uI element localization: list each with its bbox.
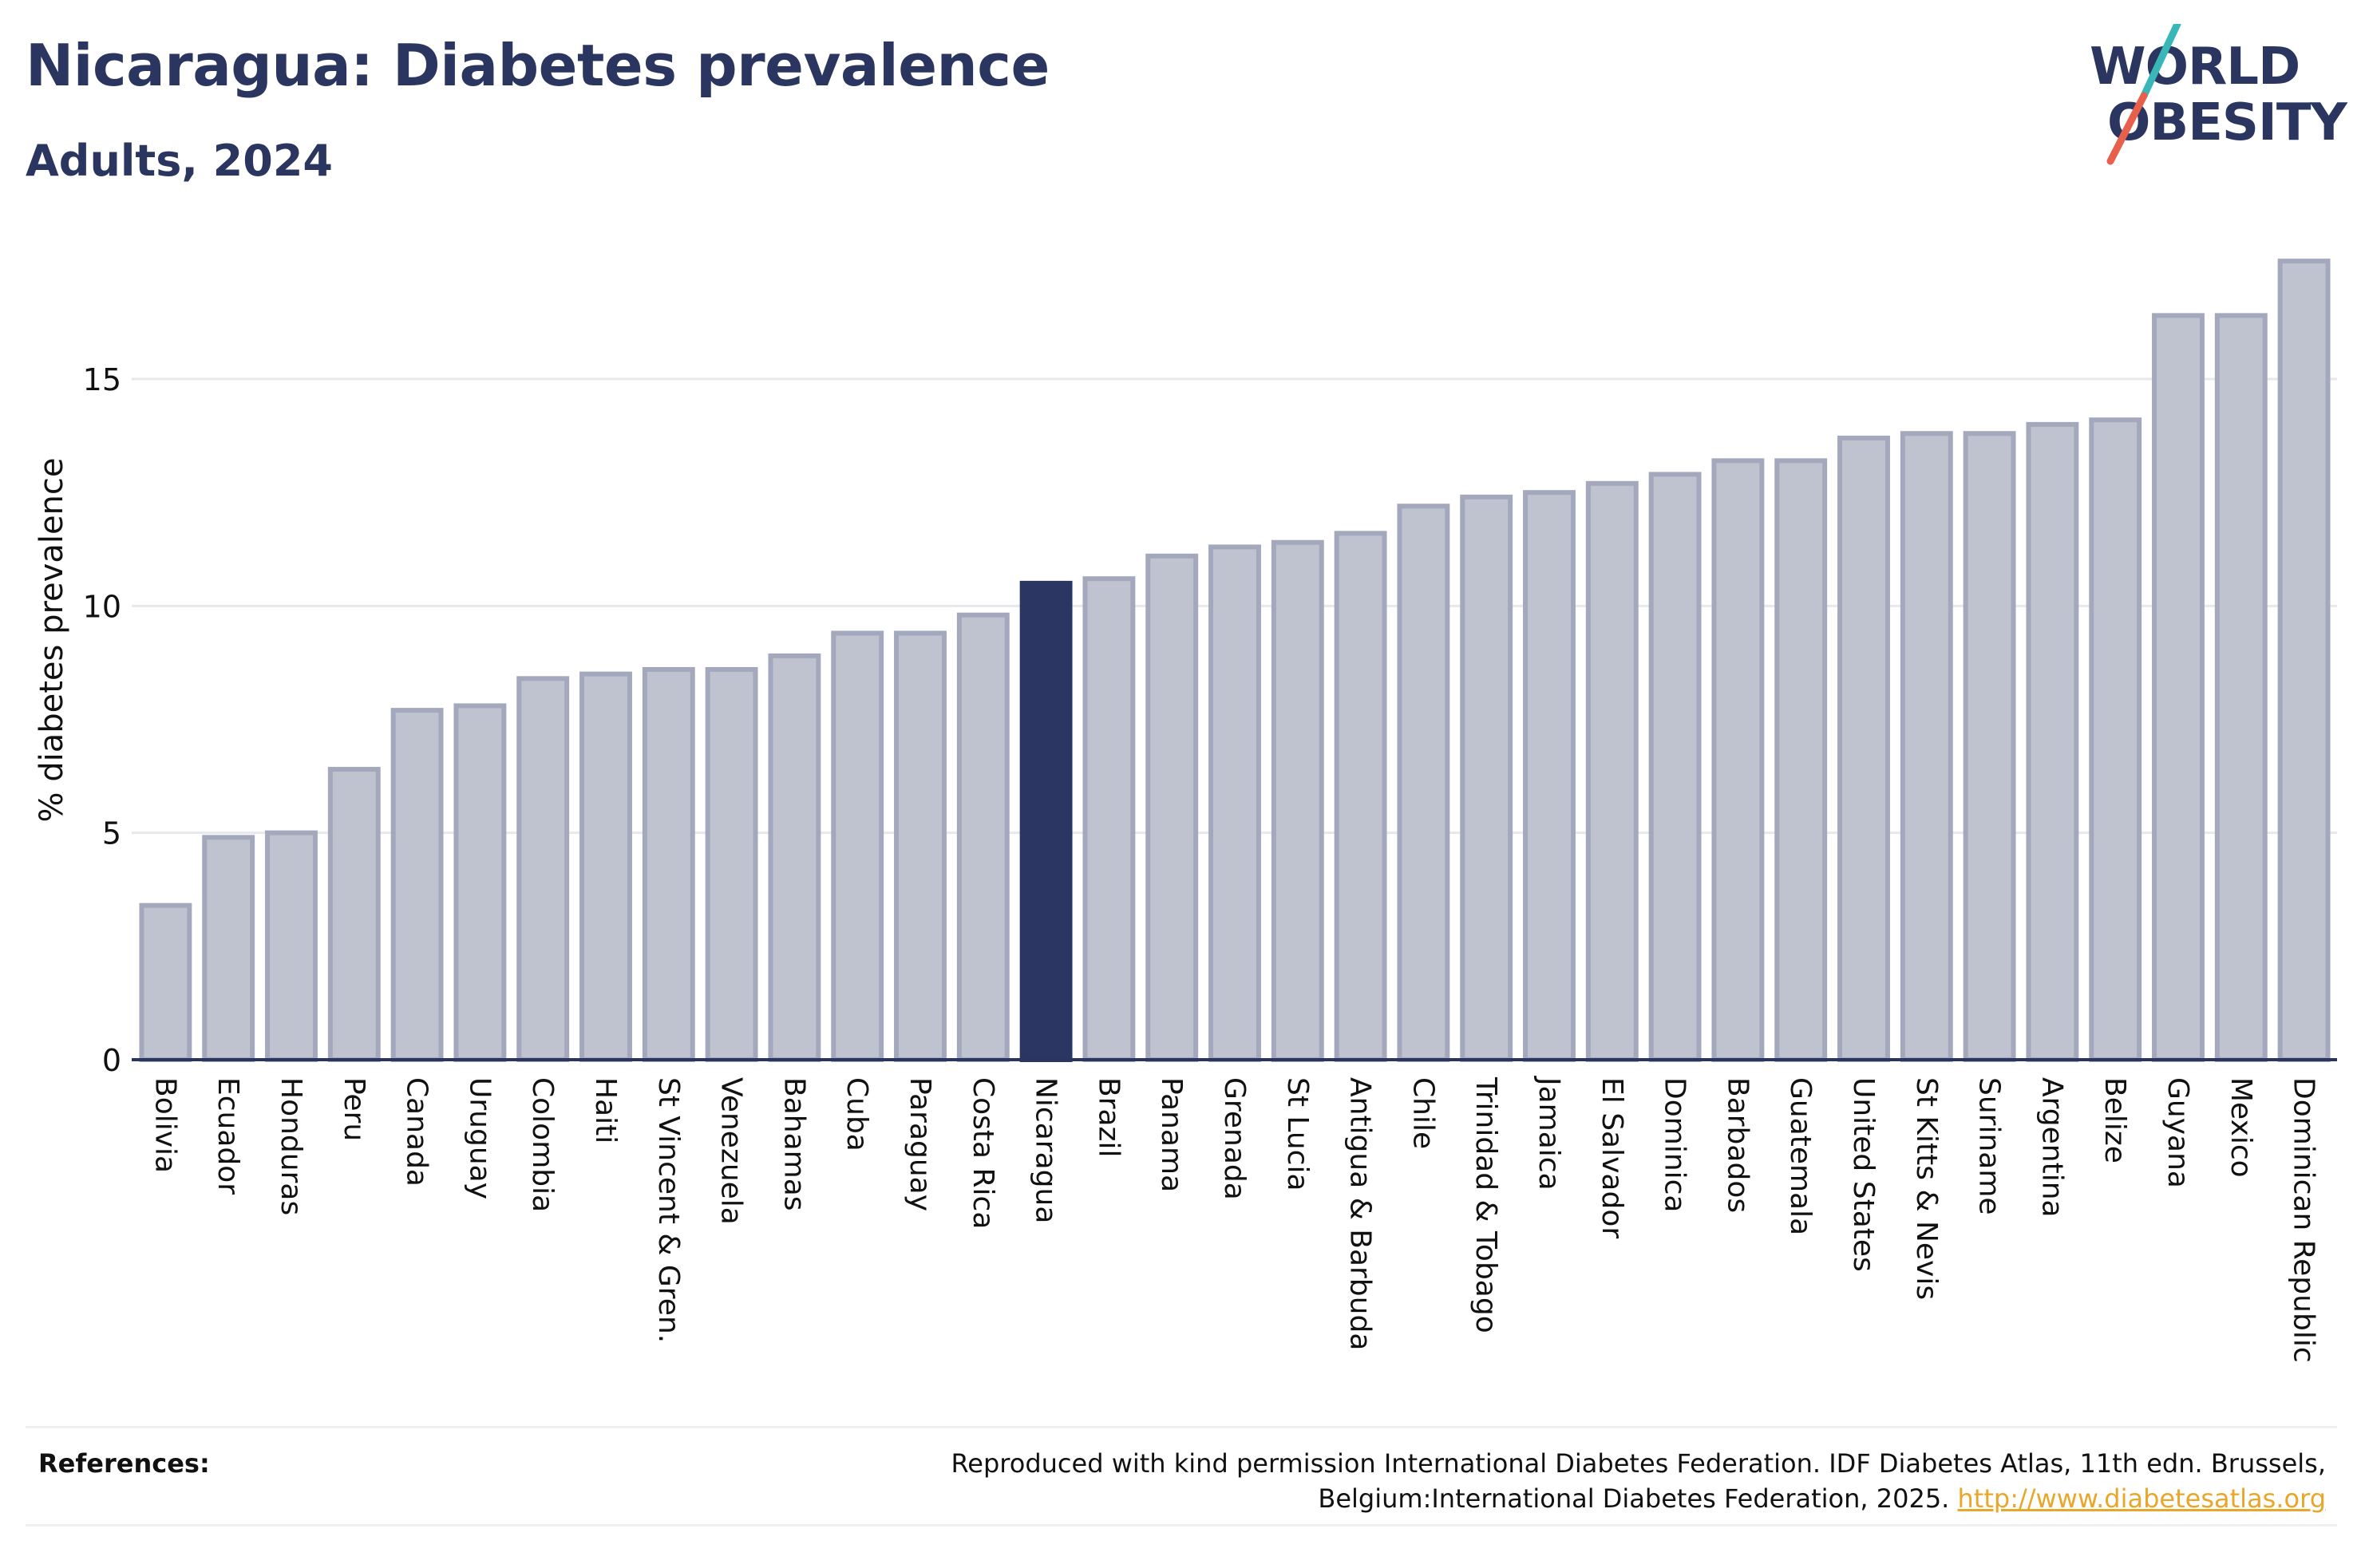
bar-st-kitts-nevis[interactable] [1900,431,1953,1062]
bar-costa-rica[interactable] [956,612,1010,1062]
logo-word-obesity: OBESITY [2107,93,2347,152]
bar-belize[interactable] [2089,417,2142,1062]
bar-dominican-republic[interactable] [2277,259,2331,1062]
x-tick-label: Uruguay [463,1077,496,1199]
chart-title: Nicaragua: Diabetes prevalence [26,32,1050,99]
x-tick-label: Suriname [1973,1077,2006,1215]
x-tick-label: Mexico [2225,1077,2257,1178]
x-tick-label: Bolivia [148,1077,181,1173]
bar-argentina[interactable] [2026,421,2079,1062]
x-tick-label: St Vincent & Gren. [652,1077,685,1343]
x-tick-label: Dominican Republic [2288,1077,2320,1363]
bar-st-lucia[interactable] [1271,539,1324,1062]
x-tick-label: Canada [401,1077,433,1187]
x-tick-label: Ecuador [212,1077,244,1195]
bar-guyana[interactable] [2152,313,2205,1062]
x-tick-label: Jamaica [1532,1076,1565,1191]
y-tick-labels: 0 5 10 15 [83,362,121,1078]
x-tick-label: El Salvador [1596,1077,1628,1238]
y-tick-label: 0 [102,1043,121,1078]
x-tick-label: Panama [1155,1077,1188,1192]
x-tick-label: Paraguay [904,1077,936,1211]
x-tick-label: Cuba [840,1077,873,1151]
logo-slash-icon [2106,24,2181,165]
x-tick-label: St Kitts & Nevis [1910,1077,1943,1300]
x-tick-label: Bahamas [777,1077,810,1211]
bar-venezuela[interactable] [705,666,758,1062]
references-divider-top [26,1426,2337,1428]
chart-subtitle: Adults, 2024 [26,136,333,186]
logo-word-world: WORLD [2090,38,2300,97]
references-body: Reproduced with kind permission Internat… [951,1448,2327,1514]
x-tick-label: Brazil [1092,1077,1125,1157]
x-tick-label: Haiti [589,1077,622,1143]
x-tick-label: Peru [338,1077,370,1141]
bar-bolivia[interactable] [139,902,192,1062]
bar-grenada[interactable] [1208,544,1261,1062]
x-tick-label: Guatemala [1784,1077,1817,1235]
bar-uruguay[interactable] [453,703,507,1062]
x-tick-label: Nicaragua [1030,1077,1062,1223]
bar-paraguay[interactable] [894,630,947,1062]
x-tick-label: Chile [1406,1077,1439,1149]
bar-cuba[interactable] [831,630,884,1062]
bar-united-states[interactable] [1837,435,1890,1062]
bar-st-vincent-gren-[interactable] [642,666,695,1062]
bar-el-salvador[interactable] [1585,480,1639,1062]
bar-honduras[interactable] [265,830,318,1062]
bar-jamaica[interactable] [1523,490,1576,1062]
x-tick-label: Honduras [275,1077,307,1215]
x-tick-label: Barbados [1721,1077,1754,1213]
bar-trinidad-tobago[interactable] [1460,494,1513,1062]
x-tick-label: United States [1847,1077,1880,1272]
x-tick-labels: Bolivia Ecuador Honduras Peru Canada Uruguay C… [148,1076,2319,1363]
y-tick-label: 5 [102,816,121,851]
bar-chart: 0 5 10 15 Bolivia Ecuador Honduras Peru Canada U… [34,259,2337,1363]
bar-bahamas[interactable] [768,653,821,1062]
x-tick-label: Colombia [526,1077,559,1212]
bar-mexico[interactable] [2214,313,2268,1062]
bar-colombia[interactable] [516,676,570,1062]
y-axis-label: % diabetes prevalence [34,457,70,822]
world-obesity-logo: WORLD OBESITY [2083,24,2347,168]
bar-suriname[interactable] [1963,431,2016,1062]
x-tick-label: Costa Rica [967,1077,999,1229]
references-divider-bottom [26,1524,2337,1527]
x-tick-label: St Lucia [1281,1077,1314,1191]
bar-ecuador[interactable] [202,835,255,1063]
x-tick-label: Antigua & Barbuda [1344,1077,1377,1350]
x-tick-label: Dominica [1659,1077,1691,1213]
bar-peru[interactable] [327,767,381,1062]
y-tick-label: 10 [83,589,121,624]
references-text: Reproduced with kind permission Internat… [730,1446,2327,1516]
bars [139,259,2331,1063]
x-tick-label: Venezuela [715,1077,748,1225]
bar-nicaragua[interactable] [1019,580,1073,1062]
x-tick-label: Argentina [2035,1077,2068,1218]
bar-guatemala[interactable] [1774,458,1828,1062]
bar-panama[interactable] [1145,553,1199,1062]
bar-haiti[interactable] [579,671,632,1063]
x-tick-label: Belize [2098,1077,2131,1163]
x-tick-label: Grenada [1218,1077,1251,1200]
bar-canada[interactable] [390,708,444,1062]
y-tick-label: 15 [83,362,121,397]
bar-brazil[interactable] [1082,576,1136,1062]
references-link[interactable]: http://www.diabetesatlas.org [1957,1483,2326,1514]
bar-dominica[interactable] [1648,472,1702,1062]
x-tick-label: Trinidad & Tobago [1469,1076,1502,1333]
references-label: References: [38,1448,210,1479]
bar-barbados[interactable] [1711,458,1765,1062]
bar-chile[interactable] [1397,504,1450,1062]
x-tick-label: Guyana [2161,1077,2194,1188]
bar-antigua-barbuda[interactable] [1334,531,1387,1062]
